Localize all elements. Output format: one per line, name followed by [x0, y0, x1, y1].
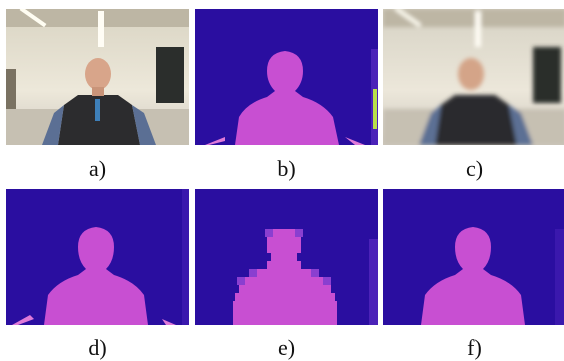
panel-a-rgb-image	[6, 9, 189, 145]
panel-e-blocky-depth-map	[195, 189, 378, 325]
caption-e: e)	[277, 335, 296, 360]
caption-f: f)	[467, 335, 482, 360]
caption-c: c)	[465, 156, 484, 181]
panel-d-depth-map	[6, 189, 189, 325]
panel-f-depth-map	[383, 189, 564, 325]
panel-b-depth-map	[195, 9, 378, 145]
caption-d: d)	[88, 335, 107, 360]
caption-a: a)	[88, 156, 107, 181]
panel-c-blurred-image	[383, 9, 564, 145]
caption-b: b)	[277, 156, 296, 181]
